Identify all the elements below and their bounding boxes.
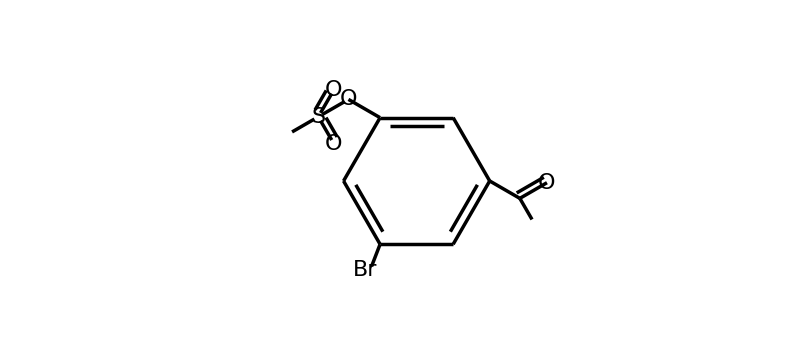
Text: O: O xyxy=(538,173,556,193)
Text: S: S xyxy=(311,107,325,127)
Text: Br: Br xyxy=(353,260,377,280)
Text: O: O xyxy=(325,80,343,100)
Text: O: O xyxy=(340,89,357,109)
Text: O: O xyxy=(325,134,343,154)
